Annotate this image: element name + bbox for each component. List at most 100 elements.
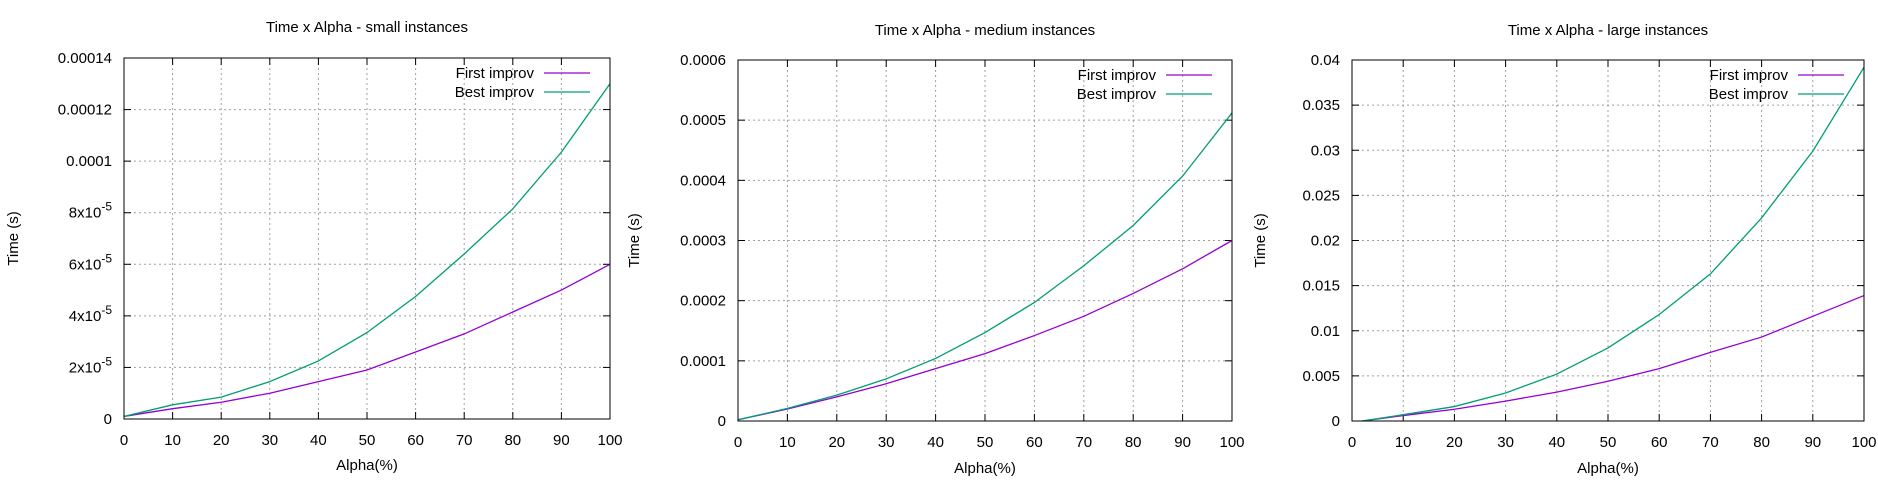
chart-3-x-axis-label: Alpha(%)	[1577, 460, 1639, 477]
chart-2-y-tick-label: 0.0004	[680, 172, 726, 189]
chart-3-y-tick-mantissa: 0.025	[1302, 187, 1340, 204]
chart-1-y-tick-mantissa: 0.00014	[58, 50, 112, 67]
chart-1-x-tick-label: 50	[359, 432, 376, 449]
chart-3-x-tick-label: 30	[1497, 434, 1514, 451]
chart-3-y-tick-mantissa: 0.04	[1311, 52, 1340, 69]
chart-3-series-1-line	[1362, 294, 1865, 422]
chart-3-y-tick-mantissa: 0.015	[1302, 278, 1340, 295]
chart-3-x-tick-label: 90	[1804, 434, 1821, 451]
chart-1-y-tick-label: 0.0001	[66, 153, 112, 170]
chart-2-y-axis-label: Time (s)	[626, 213, 643, 267]
chart-1-y-tick-exponent: -5	[101, 354, 112, 368]
chart-1-plot-frame	[123, 57, 611, 420]
chart-1-y-tick-label: 0.00012	[58, 102, 112, 119]
chart-1-y-tick-exponent: -5	[101, 303, 112, 317]
chart-1-y-tick-label: 0.00014	[58, 50, 112, 67]
chart-1-y-tick-mantissa: 8x10	[69, 205, 102, 222]
chart-1-x-tick-label: 20	[213, 432, 230, 449]
chart-3-y-tick-label: 0.04	[1311, 52, 1340, 69]
chart-2-y-tick-label: 0.0003	[680, 233, 726, 250]
chart-2-x-tick-label: 20	[828, 434, 845, 451]
chart-2-y-tick-mantissa: 0.0003	[680, 233, 726, 250]
chart-1-x-tick-label: 70	[456, 432, 473, 449]
chart-1-legend-label: First improv	[456, 65, 535, 82]
chart-2-x-tick-label: 10	[779, 434, 796, 451]
chart-1-x-axis-label: Alpha(%)	[336, 457, 398, 474]
chart-2-x-tick-label: 0	[734, 434, 742, 451]
chart-2-y-tick-mantissa: 0.0005	[680, 112, 726, 129]
chart-3-y-tick-label: 0.035	[1302, 97, 1340, 114]
chart-3-y-tick-mantissa: 0.005	[1302, 368, 1340, 385]
chart-1-y-tick-mantissa: 2x10	[69, 359, 102, 376]
chart-3-x-tick-label: 70	[1702, 434, 1719, 451]
chart-1-x-tick-label: 100	[597, 432, 622, 449]
chart-2-y-tick-label: 0.0001	[680, 353, 726, 370]
chart-2-y-tick-mantissa: 0.0001	[680, 353, 726, 370]
chart-1-y-tick-mantissa: 4x10	[69, 308, 102, 325]
chart-3-x-tick-label: 100	[1851, 434, 1876, 451]
chart-3-y-tick-mantissa: 0.01	[1311, 323, 1340, 340]
chart-3-y-tick-label: 0.025	[1302, 187, 1340, 204]
chart-3-y-tick-label: 0.01	[1311, 323, 1340, 340]
chart-1-y-tick-label: 0	[104, 411, 112, 428]
chart-1-title: Time x Alpha - small instances	[266, 19, 468, 36]
chart-3-plot-frame	[1351, 59, 1865, 422]
chart-3-x-tick-label: 60	[1651, 434, 1668, 451]
chart-3-y-tick-mantissa: 0	[1332, 413, 1340, 430]
chart-2-x-tick-label: 80	[1125, 434, 1142, 451]
chart-1-y-tick-label: 8x10-5	[69, 200, 113, 222]
chart-2-x-axis-label: Alpha(%)	[954, 460, 1016, 477]
chart-1-x-tick-label: 40	[310, 432, 327, 449]
chart-1-y-tick-label: 6x10-5	[69, 251, 113, 273]
chart-3-x-tick-label: 40	[1548, 434, 1565, 451]
chart-1-series-1-line	[123, 263, 611, 418]
chart-2-series-1-line	[737, 239, 1233, 421]
chart-2-x-tick-label: 70	[1075, 434, 1092, 451]
chart-3-y-axis-label: Time (s)	[1252, 213, 1269, 267]
chart-1-x-tick-label: 0	[120, 432, 128, 449]
chart-1-y-tick-mantissa: 0.0001	[66, 153, 112, 170]
chart-2-title: Time x Alpha - medium instances	[875, 22, 1095, 39]
chart-3: 0 10 20 30 40 50 60 70 80 90 100 0 0.005 0.01 0.015 0.0…	[1252, 22, 1877, 477]
chart-1-x-tick-label: 10	[164, 432, 181, 449]
chart-3-x-tick-label: 20	[1446, 434, 1463, 451]
chart-2-x-tick-label: 40	[927, 434, 944, 451]
chart-1-y-tick-mantissa: 0	[104, 411, 112, 428]
chart-2-x-tick-label: 90	[1174, 434, 1191, 451]
chart-3-x-tick-label: 0	[1348, 434, 1356, 451]
chart-2-y-tick-label: 0	[718, 413, 726, 430]
chart-1: 0 10 20 30 40 50 60 70 80 90 10002x10-54x10-56x10-…	[5, 19, 623, 474]
chart-3-y-tick-mantissa: 0.03	[1311, 142, 1340, 159]
chart-1-y-tick-exponent: -5	[101, 200, 112, 214]
chart-3-legend-label: First improv	[1710, 67, 1789, 84]
chart-3-series-2-line	[1362, 66, 1865, 422]
chart-2-y-tick-label: 0.0005	[680, 112, 726, 129]
chart-2-y-tick-label: 0.0006	[680, 52, 726, 69]
chart-3-y-tick-label: 0.03	[1311, 142, 1340, 159]
chart-1-legend-label: Best improv	[455, 84, 535, 101]
chart-2-x-tick-label: 30	[878, 434, 895, 451]
chart-3-y-tick-label: 0.02	[1311, 233, 1340, 250]
chart-2-y-tick-mantissa: 0.0004	[680, 172, 726, 189]
chart-2-legend-label: First improv	[1078, 67, 1157, 84]
chart-3-y-tick-mantissa: 0.035	[1302, 97, 1340, 114]
chart-2-plot-frame	[737, 59, 1233, 422]
chart-2-x-tick-label: 100	[1219, 434, 1244, 451]
chart-1-y-tick-mantissa: 6x10	[69, 256, 102, 273]
chart-1-y-axis-label: Time (s)	[5, 211, 22, 265]
chart-3-legend-label: Best improv	[1709, 86, 1789, 103]
chart-3-x-tick-label: 10	[1395, 434, 1412, 451]
chart-1-y-tick-exponent: -5	[101, 251, 112, 265]
chart-1-y-tick-label: 2x10-5	[69, 354, 113, 376]
chart-3-y-tick-label: 0	[1332, 413, 1340, 430]
chart-2-y-tick-label: 0.0002	[680, 293, 726, 310]
chart-3-y-tick-label: 0.015	[1302, 278, 1340, 295]
chart-2-x-tick-label: 60	[1026, 434, 1043, 451]
chart-1-y-tick-label: 4x10-5	[69, 303, 113, 325]
chart-1-y-tick-mantissa: 0.00012	[58, 102, 112, 119]
chart-3-y-tick-label: 0.005	[1302, 368, 1340, 385]
chart-2-series-2-line	[737, 112, 1233, 421]
chart-1-x-tick-label: 80	[504, 432, 521, 449]
